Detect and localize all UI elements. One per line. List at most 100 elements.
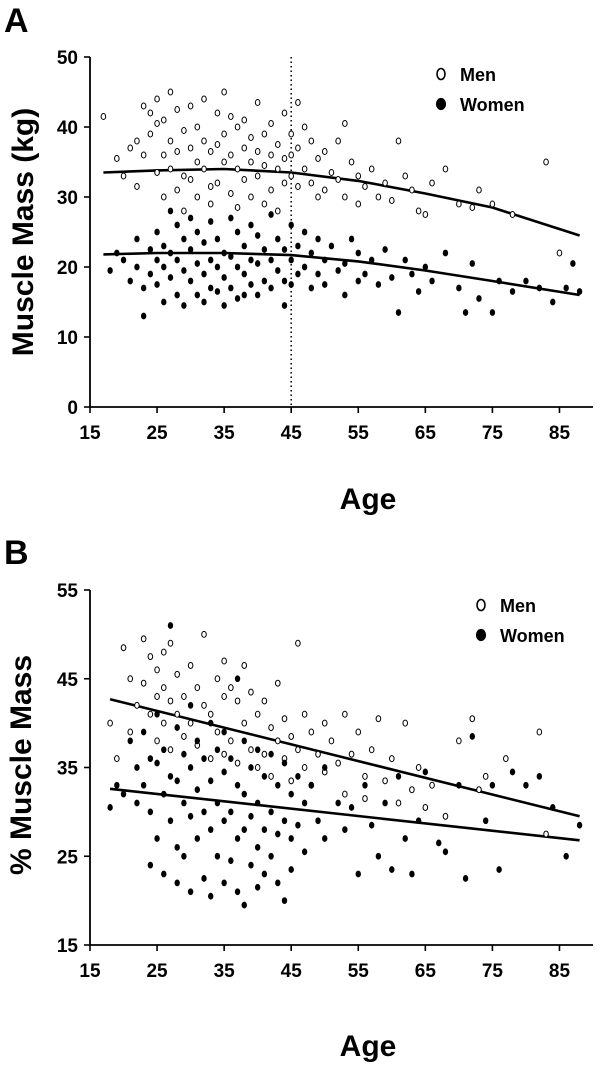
women-point: [275, 830, 281, 838]
women-point: [140, 284, 147, 292]
men-point: [456, 200, 462, 208]
women-point: [389, 866, 395, 873]
women-point: [194, 835, 201, 842]
men-point: [254, 710, 261, 718]
women-point: [208, 218, 214, 225]
women-point: [174, 843, 180, 851]
women-point: [248, 861, 254, 869]
panel-a-axes: [89, 57, 593, 408]
panel-b-legend: Men Women: [475, 596, 565, 646]
men-point: [402, 719, 409, 727]
women-point: [228, 755, 234, 763]
women-point: [254, 260, 261, 267]
men-point: [382, 777, 388, 785]
men-point: [234, 697, 241, 705]
men-point: [248, 158, 254, 166]
men-point: [154, 120, 160, 127]
women-point: [154, 759, 160, 767]
men-point: [228, 190, 234, 197]
women-point: [563, 852, 569, 860]
men-point: [167, 88, 174, 96]
women-point: [322, 256, 328, 264]
women-point: [248, 281, 254, 288]
women-point: [509, 768, 516, 776]
men-point: [274, 207, 281, 215]
women-point: [234, 295, 241, 302]
women-point: [570, 260, 576, 267]
women-point: [107, 267, 113, 274]
men-point: [207, 148, 214, 155]
men-point: [221, 130, 227, 138]
women-point: [221, 302, 227, 309]
y-tick-label: 45: [57, 670, 79, 691]
men-point: [181, 127, 187, 134]
women-point: [536, 284, 543, 292]
men-point: [228, 151, 234, 159]
panel-a-chart: A 0 10 20 30 40 50 15 25 35 45 55 65 75 85 Age Muscle…: [4, 2, 593, 516]
men-point: [308, 179, 315, 187]
women-point: [509, 288, 516, 295]
men-point: [140, 635, 147, 643]
women-point: [228, 808, 234, 816]
women-point: [342, 826, 348, 834]
men-point: [174, 670, 180, 678]
women-point: [187, 246, 194, 253]
women-point: [288, 221, 294, 229]
men-point: [167, 697, 174, 705]
women-point: [147, 270, 154, 278]
men-point: [476, 186, 482, 194]
women-point: [308, 781, 315, 789]
men-point: [120, 172, 127, 180]
women-point: [275, 879, 281, 887]
men-point: [295, 746, 301, 754]
men-point: [214, 675, 221, 683]
men-point: [234, 165, 241, 173]
women-point: [295, 821, 301, 829]
men-point: [543, 830, 549, 838]
women-point: [241, 291, 247, 299]
women-point: [114, 249, 120, 257]
men-point: [201, 137, 207, 145]
men-point: [281, 179, 288, 187]
men-point: [241, 116, 248, 124]
women-point: [268, 256, 274, 264]
women-point: [268, 211, 274, 218]
women-point: [275, 781, 281, 789]
women-point: [442, 249, 449, 257]
women-point: [409, 870, 415, 878]
men-point: [274, 679, 281, 687]
men-point: [187, 661, 194, 669]
women-point: [241, 790, 247, 798]
men-point: [342, 120, 348, 127]
men-point: [207, 710, 214, 718]
women-point: [187, 277, 194, 285]
men-point: [127, 144, 134, 152]
men-point: [281, 109, 288, 117]
panel-a-letter: A: [4, 2, 29, 40]
men-point: [268, 772, 274, 780]
men-point: [543, 158, 549, 166]
men-point: [335, 759, 341, 767]
women-point: [107, 804, 113, 811]
women-point: [261, 277, 268, 285]
women-point: [248, 221, 254, 229]
women-point: [288, 281, 294, 288]
men-point: [181, 172, 187, 180]
women-point: [308, 284, 315, 292]
women-point: [288, 835, 294, 842]
men-point: [228, 113, 234, 120]
men-point: [214, 141, 221, 148]
women-point: [348, 804, 355, 811]
women-point: [221, 274, 227, 281]
women-point: [469, 260, 475, 267]
men-point: [167, 165, 174, 173]
y-tick-label: 20: [57, 258, 78, 279]
women-point: [355, 277, 361, 285]
men-point: [295, 99, 301, 106]
women-point: [234, 888, 241, 896]
women-point: [194, 737, 201, 745]
women-point: [382, 799, 388, 807]
men-point: [355, 728, 362, 736]
men-point: [308, 137, 315, 145]
men-point: [167, 639, 174, 647]
